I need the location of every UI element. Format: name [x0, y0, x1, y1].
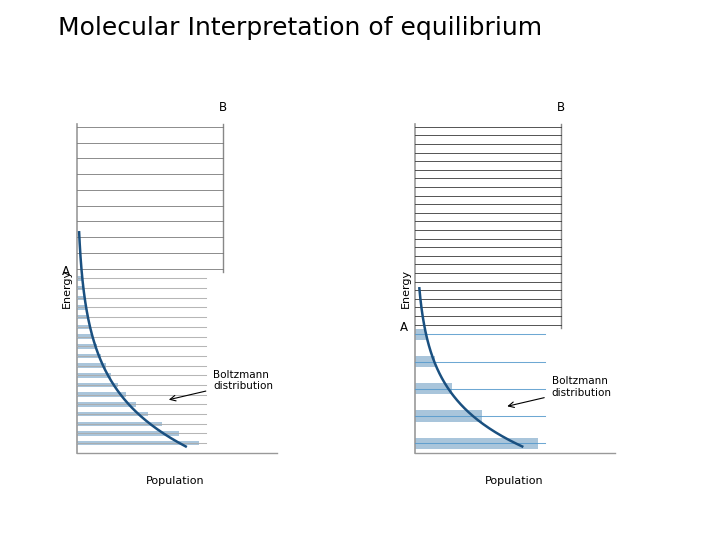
Bar [415, 410, 482, 422]
Bar [76, 412, 148, 416]
Text: Population: Population [485, 476, 544, 486]
Bar [415, 383, 452, 394]
Bar [76, 422, 162, 426]
Bar [76, 441, 199, 446]
Bar [76, 373, 112, 377]
Bar [76, 325, 91, 329]
Text: B: B [557, 100, 565, 114]
Text: Boltzmann
distribution: Boltzmann distribution [213, 370, 274, 392]
Bar [76, 295, 85, 300]
Bar [76, 431, 179, 436]
Bar [76, 305, 86, 310]
Text: B: B [219, 100, 227, 114]
Bar [76, 402, 136, 407]
Text: Molecular Interpretation of equilibrium: Molecular Interpretation of equilibrium [58, 16, 541, 40]
Bar [415, 437, 538, 449]
Bar [415, 356, 435, 367]
Bar [76, 354, 101, 358]
Bar [415, 329, 426, 340]
Bar [76, 344, 96, 348]
Bar [76, 334, 94, 339]
Bar [76, 315, 89, 320]
Bar [76, 363, 106, 368]
Bar [76, 286, 84, 291]
Bar [76, 383, 118, 387]
Text: Energy: Energy [62, 269, 72, 308]
Text: Boltzmann
distribution: Boltzmann distribution [552, 376, 612, 398]
Text: A: A [61, 265, 70, 278]
Text: A: A [400, 321, 408, 334]
Bar [76, 393, 127, 397]
Text: Population: Population [146, 476, 205, 486]
Bar [76, 276, 82, 281]
Text: Energy: Energy [400, 269, 410, 308]
